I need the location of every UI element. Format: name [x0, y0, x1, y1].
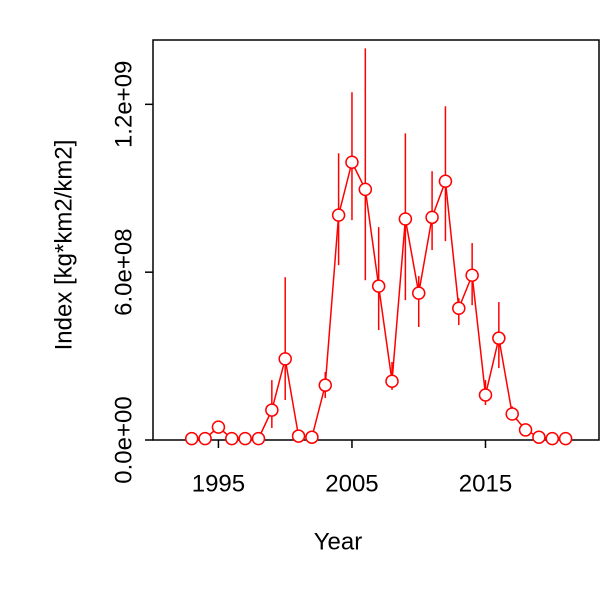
point	[331, 208, 346, 222]
point	[358, 182, 373, 197]
x-tick-label: 2005	[325, 470, 378, 497]
point	[558, 431, 573, 446]
point	[545, 431, 560, 446]
point	[278, 352, 292, 366]
x-axis-label: Year	[314, 528, 363, 555]
point	[238, 431, 252, 446]
point	[425, 210, 439, 225]
point	[438, 174, 453, 189]
point	[265, 403, 279, 417]
point	[225, 431, 239, 446]
point	[371, 279, 386, 293]
point	[532, 430, 546, 444]
point	[291, 429, 306, 443]
point	[345, 155, 359, 169]
point	[411, 286, 426, 300]
y-axis-label: Index [kg*km2/km2]	[50, 140, 77, 351]
point	[452, 301, 466, 316]
point	[478, 388, 493, 402]
y-tick-label: 1.2e+09	[110, 61, 137, 148]
point	[518, 423, 533, 437]
point	[318, 378, 333, 392]
x-tick-label: 1995	[192, 470, 245, 497]
point	[251, 431, 266, 446]
point	[492, 331, 506, 345]
y-tick-label: 0.0e+00	[110, 396, 137, 483]
point	[211, 420, 226, 434]
point	[184, 431, 199, 446]
point	[398, 212, 413, 226]
point	[305, 430, 319, 444]
y-tick-label: 6.0e+08	[110, 228, 137, 315]
point	[505, 407, 519, 421]
x-tick-label: 2015	[459, 470, 512, 497]
point	[385, 374, 399, 389]
point	[198, 431, 212, 446]
point	[465, 268, 479, 282]
plot-box	[152, 39, 600, 441]
